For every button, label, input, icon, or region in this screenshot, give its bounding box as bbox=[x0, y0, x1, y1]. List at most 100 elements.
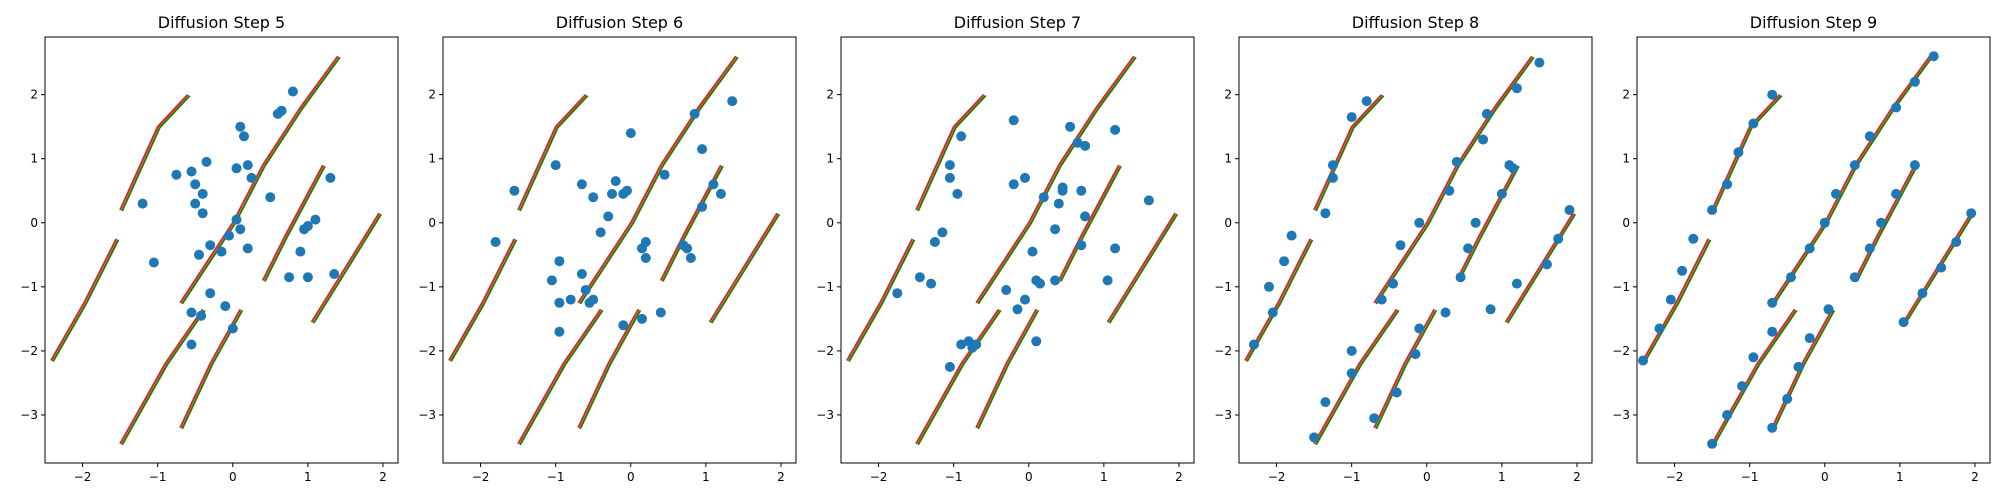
y-tick-label: 0 bbox=[826, 216, 834, 230]
data-point bbox=[235, 121, 246, 132]
data-point bbox=[310, 214, 321, 225]
data-point bbox=[194, 249, 204, 260]
target-line-2 bbox=[1313, 94, 1383, 211]
y-tick-label: 2 bbox=[1622, 88, 1630, 102]
data-point bbox=[1722, 179, 1733, 190]
fit-line-3 bbox=[917, 309, 1002, 446]
subplot-title: Diffusion Step 6 bbox=[556, 13, 683, 32]
data-point bbox=[1966, 208, 1977, 219]
data-point bbox=[186, 307, 197, 318]
data-point bbox=[1012, 304, 1023, 315]
data-point bbox=[971, 339, 982, 350]
x-tick-label: −2 bbox=[1666, 470, 1684, 484]
data-point bbox=[295, 246, 306, 257]
subplot-title: Diffusion Step 9 bbox=[1750, 13, 1877, 32]
data-point bbox=[1876, 217, 1887, 228]
data-point bbox=[1470, 217, 1481, 228]
y-tick-label: 1 bbox=[428, 152, 436, 166]
data-point bbox=[550, 160, 561, 171]
data-point bbox=[1369, 413, 1380, 424]
data-point bbox=[1733, 147, 1744, 158]
data-point bbox=[1534, 57, 1545, 68]
fit-line-8 bbox=[710, 213, 781, 324]
axes-frame bbox=[44, 36, 399, 464]
data-point bbox=[239, 131, 249, 142]
data-point bbox=[625, 128, 636, 139]
y-tick-label: 2 bbox=[826, 88, 834, 102]
data-point bbox=[926, 278, 937, 289]
data-point bbox=[1102, 275, 1113, 286]
data-point bbox=[1707, 205, 1718, 215]
data-point bbox=[1936, 262, 1947, 273]
y-tick-label: 2 bbox=[1224, 88, 1232, 102]
data-point bbox=[1264, 281, 1274, 292]
target-line-8 bbox=[708, 212, 779, 323]
data-point bbox=[216, 246, 227, 257]
data-point bbox=[1072, 137, 1083, 148]
data-point bbox=[1823, 304, 1834, 315]
data-point bbox=[1481, 108, 1492, 119]
y-tick-label: −3 bbox=[1612, 408, 1630, 422]
data-point bbox=[1891, 102, 1902, 113]
data-point bbox=[1444, 185, 1455, 196]
data-point bbox=[1786, 272, 1796, 283]
data-point bbox=[576, 269, 587, 279]
data-point bbox=[287, 86, 298, 97]
target-line-4 bbox=[577, 308, 640, 429]
fit-line-2 bbox=[917, 95, 987, 212]
data-point bbox=[224, 230, 234, 241]
data-point bbox=[329, 269, 340, 279]
data-point bbox=[580, 285, 591, 295]
fit-line-4 bbox=[579, 309, 642, 430]
x-tick-label: 0 bbox=[1821, 470, 1829, 484]
data-point bbox=[1050, 275, 1061, 286]
data-point bbox=[659, 169, 670, 180]
data-point bbox=[1249, 339, 1259, 350]
data-point bbox=[205, 240, 216, 251]
x-tick-label: −2 bbox=[870, 470, 888, 484]
data-point bbox=[1782, 393, 1793, 404]
target-line-1 bbox=[1642, 238, 1710, 361]
target-line-2 bbox=[119, 94, 189, 211]
data-point bbox=[265, 192, 276, 203]
data-point bbox=[892, 288, 903, 299]
target-line-5 bbox=[1771, 164, 1856, 304]
x-tick-label: 1 bbox=[1100, 470, 1108, 484]
data-point bbox=[655, 307, 666, 318]
axes-frame bbox=[840, 36, 1195, 464]
data-point bbox=[1361, 96, 1372, 107]
x-tick-label: 0 bbox=[627, 470, 635, 484]
data-point bbox=[1722, 410, 1733, 420]
fit-line-8 bbox=[312, 213, 383, 324]
fit-line-1 bbox=[450, 239, 518, 362]
subplot-3: Diffusion Step 7 −2 −1 0 1 2 −3 −2 −1 0 1 2 bbox=[816, 13, 1195, 484]
data-point bbox=[1819, 217, 1830, 228]
y-tick-label: −2 bbox=[1612, 344, 1630, 358]
data-point bbox=[607, 188, 617, 199]
fit-line-6 bbox=[263, 165, 326, 282]
data-point bbox=[622, 185, 632, 196]
data-point bbox=[1440, 307, 1451, 318]
y-tick-label: −1 bbox=[20, 280, 38, 294]
data-point bbox=[276, 105, 287, 116]
data-point bbox=[490, 237, 501, 247]
data-point bbox=[1020, 294, 1030, 305]
data-point bbox=[227, 323, 238, 334]
data-point bbox=[186, 339, 197, 350]
data-point bbox=[1478, 134, 1489, 145]
data-point bbox=[1388, 278, 1398, 289]
data-point bbox=[509, 185, 520, 196]
data-point bbox=[1665, 294, 1676, 305]
data-point bbox=[242, 160, 253, 171]
data-point bbox=[231, 214, 242, 225]
data-point bbox=[1891, 188, 1902, 199]
x-tick-label: −1 bbox=[547, 470, 565, 484]
data-point bbox=[1553, 233, 1564, 244]
data-point bbox=[1327, 172, 1338, 183]
data-point bbox=[1031, 336, 1042, 347]
target-line-4 bbox=[1373, 308, 1436, 429]
data-point bbox=[929, 237, 940, 247]
target-line-8 bbox=[310, 212, 381, 323]
data-point bbox=[196, 310, 207, 321]
y-tick-label: −3 bbox=[816, 408, 834, 422]
